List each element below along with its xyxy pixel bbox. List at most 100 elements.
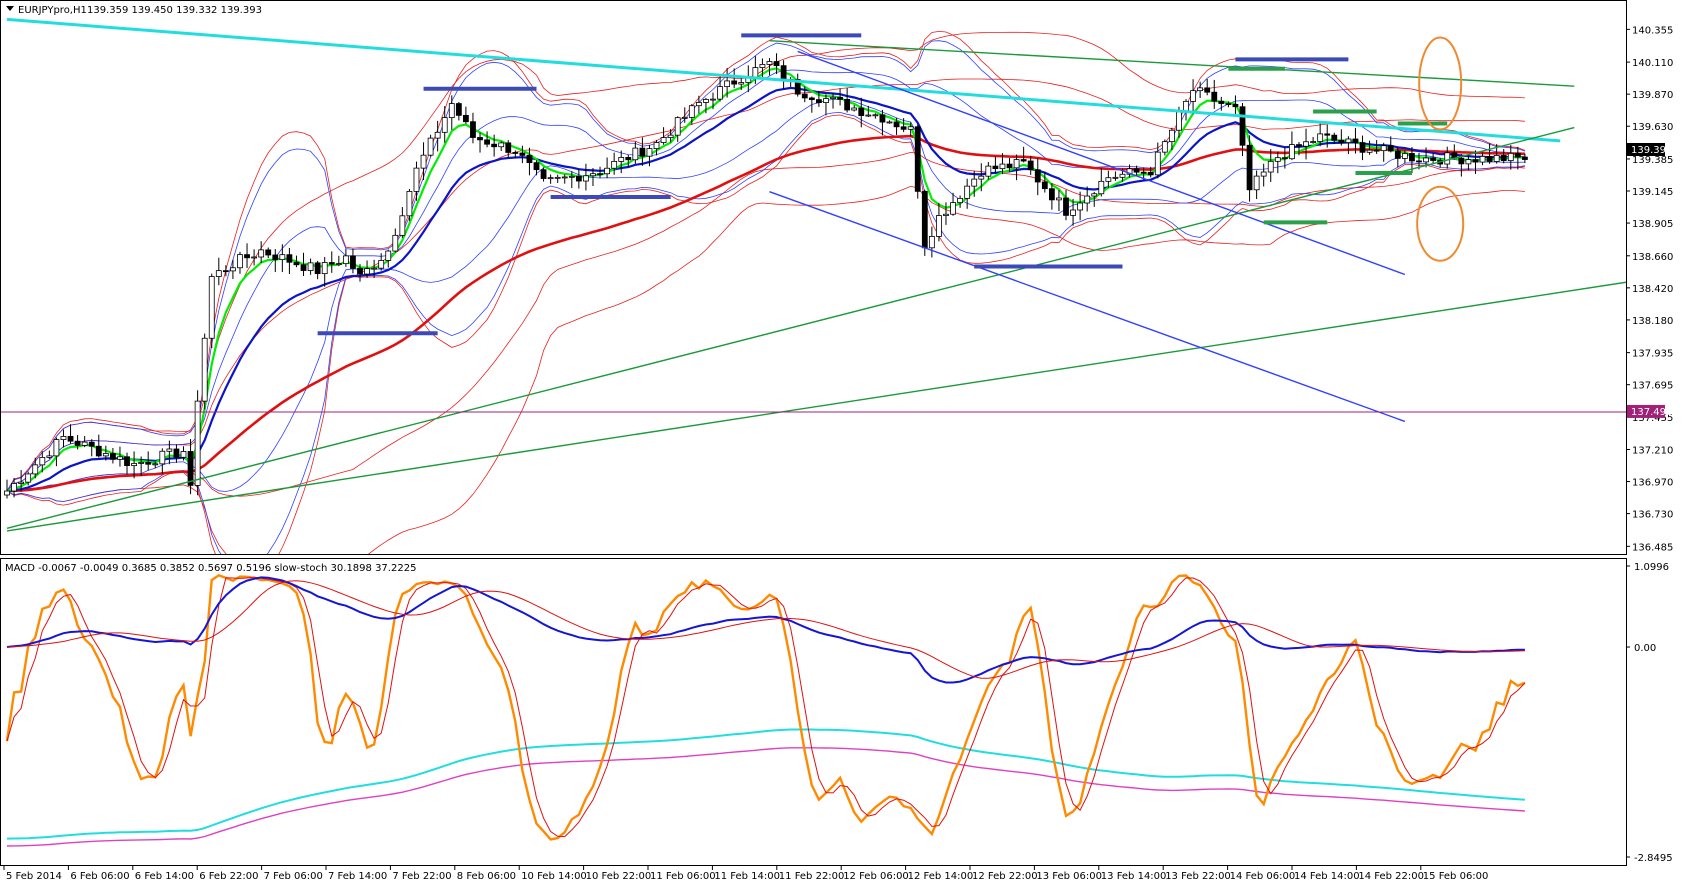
- candle-body: [943, 213, 949, 216]
- macd-slow-line: [6, 728, 1525, 840]
- candle-body: [921, 190, 928, 249]
- candle-body: [985, 165, 992, 177]
- highlight-ellipse-top: [1418, 36, 1463, 131]
- candle-body: [1056, 197, 1062, 201]
- candle-body: [321, 262, 328, 275]
- candle-body: [470, 121, 476, 138]
- candle-body: [759, 63, 766, 69]
- candle-body: [1041, 181, 1048, 190]
- candle-body: [1366, 149, 1373, 153]
- time-tick-label: 10 Feb 14:00: [521, 871, 587, 882]
- candle-body: [674, 117, 681, 136]
- time-tick-label: 7 Feb 14:00: [328, 871, 387, 882]
- candle-body: [477, 137, 483, 141]
- bollinger-upper: [6, 40, 1526, 492]
- candle-body: [900, 126, 907, 130]
- candle-body: [1098, 180, 1105, 195]
- candle-body: [1063, 197, 1069, 216]
- level-markers: [317, 33, 1448, 336]
- candle-body: [703, 99, 709, 103]
- candle-body: [208, 276, 215, 339]
- candle-body: [138, 462, 145, 464]
- candle-body: [653, 142, 660, 150]
- candle-body: [844, 98, 851, 111]
- candle-body: [512, 152, 519, 154]
- time-tick-label: 12 Feb 22:00: [972, 871, 1038, 882]
- candle-body: [434, 131, 441, 139]
- candle-body: [1430, 157, 1437, 161]
- indicator-lines: [5, 573, 1526, 847]
- candle-body: [794, 79, 801, 95]
- price-tick-label: 138.180: [1632, 316, 1673, 327]
- candle-body: [1401, 153, 1408, 159]
- ema-fast-line: [6, 67, 1526, 493]
- candle-body: [837, 96, 843, 100]
- candle-body: [1338, 139, 1345, 143]
- level-price-tag: [1627, 404, 1665, 418]
- candle-body: [1204, 87, 1211, 93]
- time-tick-label: 14 Feb 14:00: [1294, 871, 1360, 882]
- time-tick-label: 7 Feb 22:00: [392, 871, 451, 882]
- candle-body: [780, 65, 787, 81]
- candle-body: [1084, 195, 1091, 204]
- candle-body: [1472, 159, 1479, 163]
- candle-body: [392, 234, 399, 252]
- candle-body: [1465, 159, 1472, 165]
- candle-body: [1416, 160, 1422, 163]
- candle-body: [293, 261, 300, 266]
- candle-body: [999, 163, 1006, 170]
- candle-body: [1274, 157, 1281, 162]
- price-tick-label: 136.970: [1632, 478, 1673, 489]
- candle-body: [858, 107, 865, 116]
- candle-body: [173, 448, 180, 458]
- trendline-3: [6, 281, 1626, 532]
- candle-body: [413, 167, 420, 192]
- candle-body: [201, 337, 208, 402]
- main-panel: [0, 0, 1627, 555]
- time-axis: 5 Feb 2014 6 Feb 06:00 6 Feb 14:00 6 Feb 22…: [3, 866, 1488, 882]
- candle-body: [1190, 90, 1196, 102]
- price-tick-label: 137.455: [1632, 413, 1673, 424]
- candle-body: [879, 114, 886, 123]
- candle-body: [1317, 133, 1324, 142]
- candle-body: [102, 453, 109, 457]
- candle-body: [1507, 152, 1514, 162]
- candle-body: [766, 61, 773, 65]
- candle-body: [187, 451, 194, 486]
- level-price-label: 137.491: [1631, 407, 1672, 418]
- candle-body: [441, 117, 448, 133]
- candle-body: [893, 121, 900, 128]
- candle-body: [851, 107, 858, 111]
- price-tick-label: 136.485: [1632, 542, 1673, 553]
- time-tick-label: 14 Feb 06:00: [1230, 871, 1296, 882]
- candle-body: [914, 126, 921, 192]
- candle-body: [1409, 153, 1415, 162]
- candle-body: [688, 105, 695, 118]
- candle-body: [1486, 155, 1493, 162]
- current-price-label: 139.393: [1631, 145, 1672, 156]
- time-tick-label: 13 Feb 22:00: [1165, 871, 1231, 882]
- candle-body: [575, 175, 582, 182]
- candle-body: [18, 481, 25, 484]
- candle-body: [505, 142, 512, 153]
- candle-body: [406, 190, 413, 217]
- envelope-bands: [6, 30, 1526, 554]
- candle-body: [32, 464, 39, 475]
- candle-body: [11, 483, 17, 492]
- candle-body: [1140, 171, 1147, 174]
- candle-body: [74, 440, 81, 446]
- candle-body: [265, 249, 272, 256]
- candle-body: [1352, 138, 1359, 143]
- candle-body: [1218, 100, 1225, 104]
- candle-body: [385, 250, 392, 261]
- candle-body: [1303, 141, 1309, 147]
- candle-body: [1176, 111, 1182, 131]
- symbol-label: EURJPYpro,H1: [18, 5, 87, 16]
- candle-body: [350, 255, 356, 269]
- candle-body: [53, 439, 60, 457]
- indicator-tick-label: 0.00: [1634, 643, 1656, 654]
- candle-body: [46, 455, 53, 458]
- caret-down-icon[interactable]: [6, 6, 14, 11]
- candle-body: [1479, 155, 1486, 163]
